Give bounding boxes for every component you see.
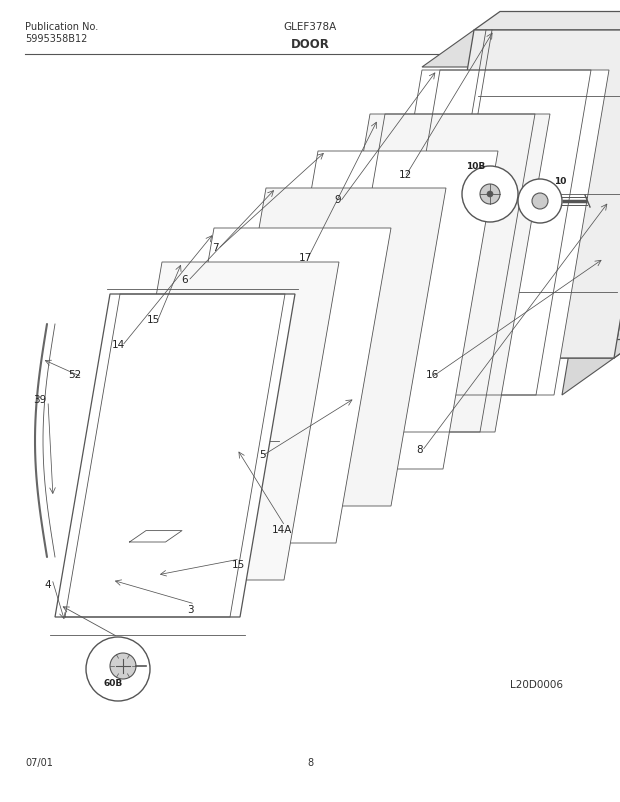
Polygon shape	[107, 263, 339, 581]
Polygon shape	[315, 115, 550, 432]
Text: 4: 4	[45, 579, 51, 589]
Text: GLEF378A: GLEF378A	[283, 22, 337, 32]
Polygon shape	[422, 31, 620, 68]
Text: ReplacementParts.com: ReplacementParts.com	[250, 424, 370, 435]
Circle shape	[518, 180, 562, 224]
Text: 14: 14	[112, 339, 125, 350]
Text: 8: 8	[417, 444, 423, 455]
Polygon shape	[55, 294, 295, 618]
Text: 10B: 10B	[466, 162, 485, 171]
Text: 39: 39	[33, 395, 46, 404]
Polygon shape	[419, 31, 620, 358]
Polygon shape	[263, 152, 498, 469]
Text: DOOR: DOOR	[291, 38, 329, 51]
Circle shape	[532, 194, 548, 210]
Polygon shape	[419, 340, 620, 358]
Text: 17: 17	[298, 253, 312, 263]
Text: 5: 5	[259, 449, 265, 460]
Circle shape	[462, 167, 518, 223]
Text: 15: 15	[146, 314, 159, 325]
Text: 10: 10	[554, 176, 566, 186]
Text: 5995358B12: 5995358B12	[25, 34, 87, 44]
Polygon shape	[562, 31, 620, 395]
Circle shape	[480, 184, 500, 205]
Text: L20D0006: L20D0006	[510, 679, 563, 689]
Text: 9: 9	[335, 195, 342, 205]
Circle shape	[110, 653, 136, 679]
Text: Publication No.: Publication No.	[25, 22, 98, 32]
Text: 60B: 60B	[103, 678, 122, 687]
Text: 6: 6	[182, 274, 188, 285]
Text: 3: 3	[187, 604, 193, 614]
Circle shape	[487, 192, 493, 198]
Text: 07/01: 07/01	[25, 757, 53, 767]
Text: 15: 15	[231, 559, 245, 569]
Text: 12: 12	[399, 170, 412, 180]
Polygon shape	[614, 13, 620, 358]
Text: 16: 16	[425, 370, 438, 379]
Circle shape	[86, 638, 150, 701]
Polygon shape	[474, 13, 620, 31]
Polygon shape	[159, 229, 391, 543]
Text: 7: 7	[211, 243, 218, 253]
Text: 8: 8	[307, 757, 313, 767]
Polygon shape	[367, 71, 609, 395]
Polygon shape	[211, 188, 446, 506]
Text: 52: 52	[68, 370, 82, 379]
Text: 14A: 14A	[272, 525, 292, 534]
